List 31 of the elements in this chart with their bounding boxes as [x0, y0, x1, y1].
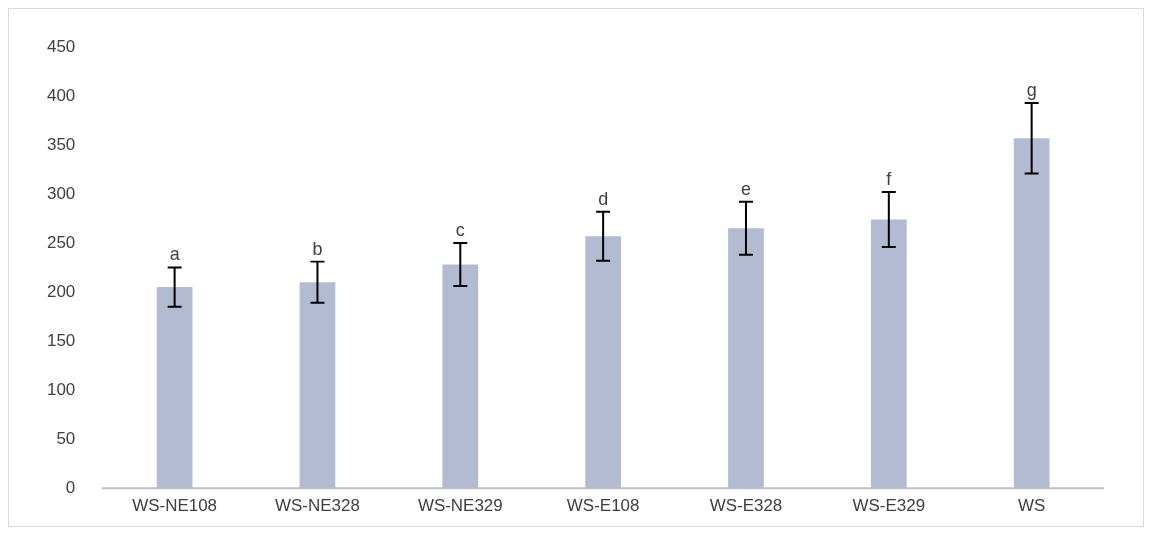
- annotation: f: [886, 169, 893, 190]
- x-tick-label: WS-E108: [566, 495, 640, 515]
- annotation: d: [598, 188, 609, 209]
- bar: [1013, 138, 1050, 488]
- y-tick-label: 200: [46, 281, 76, 301]
- annotation: g: [1026, 79, 1037, 100]
- x-tick-label: WS-NE108: [132, 495, 218, 515]
- annotation: b: [312, 238, 323, 259]
- x-tick-label: WS-E329: [852, 495, 926, 515]
- bar: [299, 282, 336, 488]
- bar: [156, 287, 193, 488]
- y-tick-label: 250: [46, 232, 76, 252]
- bar: [728, 228, 764, 488]
- y-tick-label: 0: [65, 477, 76, 497]
- bar: [585, 236, 621, 488]
- bar: [870, 219, 907, 488]
- annotation: c: [455, 220, 465, 240]
- y-tick-label: 350: [46, 134, 76, 154]
- y-tick-label: 300: [46, 183, 76, 203]
- x-tick-label: WS-NE328: [275, 495, 360, 515]
- y-tick-label: 150: [46, 330, 76, 350]
- x-tick-label: WS: [1017, 495, 1046, 515]
- y-tick-label: 50: [56, 428, 76, 448]
- bar: [442, 264, 479, 488]
- y-tick-label: 100: [46, 379, 76, 399]
- y-tick-label: 450: [46, 36, 76, 56]
- y-tick-label: 400: [46, 85, 76, 105]
- x-tick-label: WS-E328: [709, 495, 783, 515]
- annotation: a: [169, 244, 180, 265]
- annotation: e: [740, 178, 751, 199]
- x-tick-label: WS-NE329: [417, 495, 503, 515]
